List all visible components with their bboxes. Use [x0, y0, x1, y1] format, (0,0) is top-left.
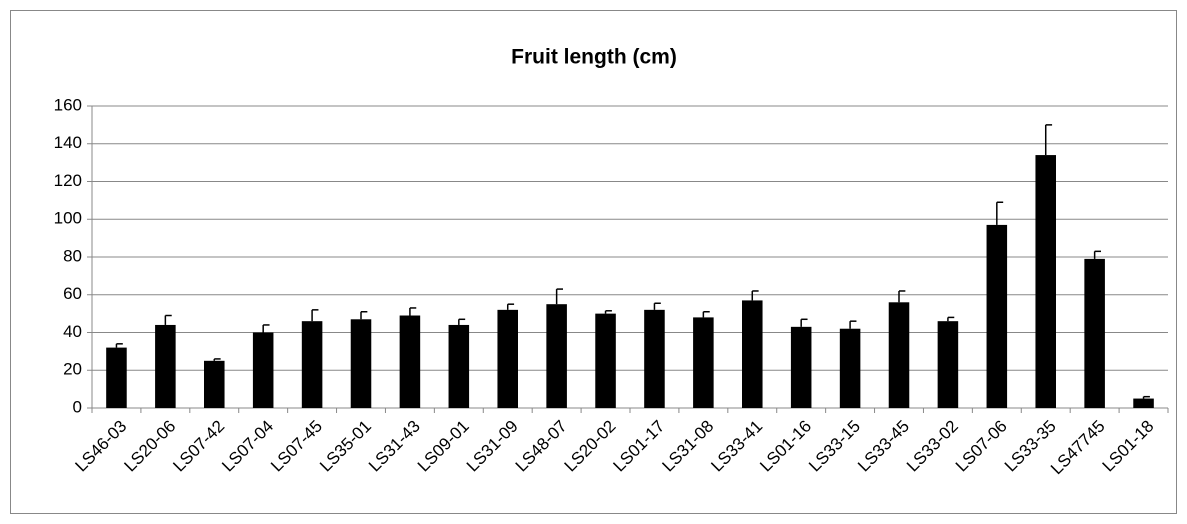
bar [742, 300, 763, 408]
error-bar [849, 320, 857, 329]
bar [546, 304, 567, 408]
y-tick-label: 160 [54, 95, 82, 114]
bar [644, 309, 665, 408]
error-bar [506, 303, 515, 310]
bar [1084, 258, 1105, 408]
bar [301, 321, 323, 408]
y-tick-label: 60 [63, 284, 82, 303]
bar [595, 313, 616, 408]
error-bar [409, 307, 417, 316]
error-bar [311, 309, 319, 322]
bar [155, 324, 176, 408]
bar [350, 319, 372, 408]
error-bar [213, 358, 221, 361]
bar [497, 309, 518, 408]
error-bar [164, 314, 172, 325]
error-bar [702, 310, 710, 318]
bar [106, 347, 127, 408]
bar [252, 332, 274, 408]
bar [1133, 398, 1154, 408]
y-tick-label: 40 [63, 322, 82, 341]
bar [399, 315, 421, 408]
error-bar [1093, 250, 1101, 259]
bar [693, 317, 714, 408]
y-tick-label: 140 [54, 133, 82, 152]
error-bar [115, 343, 123, 348]
error-bar [800, 318, 808, 327]
bar [204, 360, 225, 408]
y-tick-label: 100 [54, 209, 82, 228]
y-tick-label: 20 [63, 360, 82, 379]
chart-border [10, 10, 1177, 514]
error-bar [751, 290, 759, 301]
error-bar [604, 310, 612, 314]
bar [839, 328, 861, 408]
bar [888, 302, 910, 408]
bar [937, 321, 959, 408]
error-bar [262, 324, 270, 333]
y-tick-label: 0 [73, 397, 82, 416]
bar [448, 324, 470, 408]
error-bar [1142, 395, 1150, 399]
y-tick-label: 120 [54, 171, 82, 190]
error-bar [555, 288, 563, 305]
error-bar [653, 302, 661, 310]
error-bar [996, 201, 1004, 225]
bar [1035, 155, 1056, 408]
bar [986, 224, 1008, 408]
error-bar [947, 316, 955, 322]
y-tick-label: 80 [63, 246, 82, 265]
error-bar [458, 318, 466, 325]
chart-title: Fruit length (cm) [511, 46, 677, 69]
error-bar [1044, 124, 1053, 156]
error-bar [360, 310, 368, 320]
error-bar [898, 290, 906, 303]
bar [790, 326, 812, 408]
